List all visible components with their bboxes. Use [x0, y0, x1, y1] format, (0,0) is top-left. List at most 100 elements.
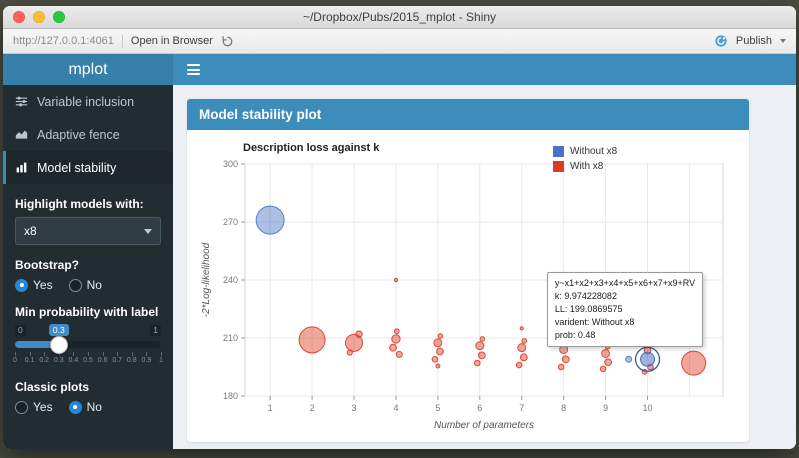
bootstrap-label: Bootstrap? — [15, 258, 79, 272]
slider-tick-label: 0.5 — [83, 357, 93, 364]
slider-tick — [88, 352, 89, 356]
main-content: Model stability plot 180 210 240 270 300 1 2 3 4… — [173, 85, 796, 449]
sidebar-item-adaptive-fence[interactable]: Adaptive fence — [3, 118, 173, 151]
app-body: Variable inclusion Adaptive fence Model st… — [3, 85, 796, 449]
classic-plots-label: Classic plots — [15, 380, 90, 394]
window-controls — [13, 11, 65, 23]
radio-dot-icon — [68, 278, 82, 292]
plot-legend: Without x8 With x8 — [553, 146, 617, 172]
svg-text:180: 180 — [223, 391, 238, 401]
svg-text:Description loss against k: Description loss against k — [243, 142, 380, 154]
bootstrap-radio-group: Yes No — [15, 278, 161, 292]
highlight-models-select[interactable]: x8 — [15, 217, 161, 245]
publish-caret-icon[interactable] — [780, 39, 786, 43]
slider-value-label: 0.3 — [48, 324, 69, 336]
legend-item: With x8 — [553, 161, 617, 172]
app-header: mplot — [3, 54, 796, 85]
legend-label: Without x8 — [570, 146, 618, 157]
slider-tick — [131, 352, 133, 356]
window-title: ~/Dropbox/Pubs/2015_mplot - Shiny — [302, 10, 497, 24]
slider-tick-label: 1 — [159, 357, 163, 364]
slider-tick-label: 0.1 — [24, 357, 35, 364]
slider-tick — [146, 352, 148, 356]
radio-dot-icon — [15, 400, 28, 414]
open-in-browser-button[interactable]: Open in Browser — [130, 35, 213, 47]
minimize-window-button[interactable] — [33, 11, 45, 23]
window-titlebar: ~/Dropbox/Pubs/2015_mplot - Shiny — [3, 6, 796, 29]
legend-swatch-icon — [553, 146, 564, 157]
svg-text:240: 240 — [223, 275, 238, 285]
radio-label: Yes — [33, 400, 53, 414]
sidebar-nav: Variable inclusion Adaptive fence Model st… — [3, 85, 173, 184]
min-prob-control: Min probability with label 0 1 0.3 0 0.1 0… — [3, 305, 173, 367]
publish-icon[interactable] — [714, 34, 728, 48]
svg-text:10: 10 — [643, 403, 653, 413]
svg-text:-2*Log-likelihood: -2*Log-likelihood — [201, 242, 212, 317]
min-prob-slider[interactable]: 0 1 0.3 0 0.1 0.2 0.3 0.4 0.5 0.6 0.7 0.8 0.9 1 — [13, 324, 163, 367]
app-window: ~/Dropbox/Pubs/2015_mplot - Shiny http:/… — [3, 6, 796, 449]
svg-text:7: 7 — [519, 403, 524, 413]
slider-tick-label: 0.3 — [53, 357, 64, 364]
slider-tick — [15, 352, 16, 356]
plot-tooltip: y~x1+x2+x3+x4+x5+x6+x7+x9+RV k: 9.9742280… — [546, 272, 704, 348]
slider-tick — [102, 352, 104, 356]
slider-tick-label: 0.9 — [141, 357, 152, 364]
model-stability-box: Model stability plot 180 210 240 270 300 1 2 3 4… — [187, 99, 749, 442]
zoom-window-button[interactable] — [53, 11, 65, 23]
sliders-icon — [15, 95, 29, 109]
top-navbar — [173, 54, 796, 85]
legend-item: Without x8 — [553, 146, 617, 157]
app-brand[interactable]: mplot — [3, 54, 173, 85]
sidebar-item-variable-inclusion[interactable]: Variable inclusion — [3, 85, 173, 118]
close-window-button[interactable] — [13, 11, 25, 23]
slider-tick-label: 0.6 — [97, 357, 108, 364]
radio-label: No — [86, 278, 102, 292]
stability-plot-svg[interactable]: 180 210 240 270 300 1 2 3 4 5 6 7 8 9 10 Description lo… — [197, 138, 737, 434]
sidebar-toggle-button[interactable] — [173, 54, 214, 85]
tooltip-line: LL: 199.0869575 — [554, 304, 623, 315]
classic-no-radio[interactable]: No — [68, 400, 102, 414]
bootstrap-control: Bootstrap? Yes No — [3, 258, 173, 292]
slider-tick-label: 0.2 — [39, 357, 50, 364]
radio-dot-icon — [68, 400, 82, 414]
sidebar-item-model-stability[interactable]: Model stability — [3, 151, 173, 184]
sidebar-item-label: Variable inclusion — [37, 94, 135, 109]
highlight-models-value: x8 — [24, 224, 37, 238]
viewer-toolbar: http://127.0.0.1:4061 Open in Browser Pu… — [3, 29, 796, 54]
svg-text:270: 270 — [223, 217, 238, 227]
svg-text:Number of parameters: Number of parameters — [434, 420, 534, 431]
slider-tick-label: 0.7 — [112, 357, 123, 364]
bootstrap-yes-radio[interactable]: Yes — [15, 278, 53, 292]
legend-label: With x8 — [570, 161, 604, 172]
reload-icon[interactable] — [221, 35, 234, 48]
tooltip-line: prob: 0.48 — [554, 330, 596, 341]
slider-min-label: 0 — [15, 325, 26, 336]
classic-radio-group: Yes No — [15, 400, 161, 414]
slider-track[interactable] — [15, 341, 161, 348]
highlight-models-control: Highlight models with: x8 — [3, 197, 173, 245]
svg-text:4: 4 — [393, 403, 398, 413]
highlight-models-label: Highlight models with: — [15, 197, 144, 211]
publish-button[interactable]: Publish — [735, 35, 772, 47]
svg-text:210: 210 — [223, 333, 238, 343]
area-chart-icon — [15, 128, 29, 142]
select-caret-icon — [144, 228, 152, 234]
slider-tick — [73, 352, 75, 356]
app-url[interactable]: http://127.0.0.1:4061 — [13, 35, 114, 47]
slider-tick — [161, 352, 162, 356]
slider-tick-label: 0.8 — [126, 357, 137, 364]
svg-text:9: 9 — [603, 403, 608, 413]
bootstrap-no-radio[interactable]: No — [68, 278, 102, 292]
svg-text:1: 1 — [268, 403, 273, 413]
slider-tick-label: 0.4 — [68, 357, 79, 364]
slider-grid: 0 0.1 0.2 0.3 0.4 0.5 0.6 0.7 0.8 0.9 1 — [13, 352, 163, 367]
slider-fill — [15, 341, 59, 348]
toolbar-separator — [121, 34, 123, 48]
classic-yes-radio[interactable]: Yes — [15, 400, 53, 414]
svg-text:2: 2 — [310, 403, 315, 413]
sidebar: Variable inclusion Adaptive fence Model st… — [3, 85, 173, 449]
tooltip-line: varident: Without x8 — [554, 317, 635, 328]
slider-tick — [58, 352, 60, 356]
box-body: 180 210 240 270 300 1 2 3 4 5 6 7 8 9 10 Description lo… — [187, 130, 749, 442]
slider-handle[interactable] — [49, 336, 68, 354]
